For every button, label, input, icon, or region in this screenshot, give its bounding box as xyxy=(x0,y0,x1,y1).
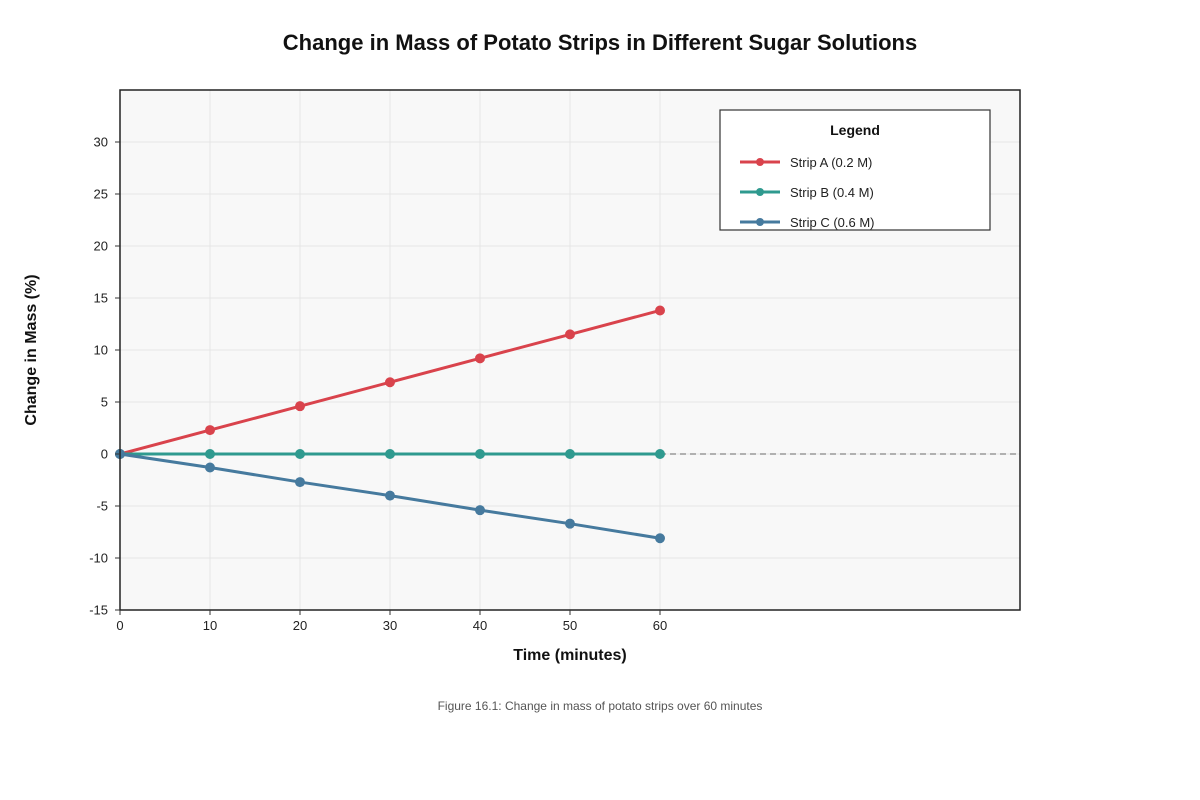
y-tick-label: 15 xyxy=(94,291,108,306)
data-point xyxy=(475,353,485,364)
legend-swatch-marker xyxy=(756,158,764,166)
x-tick-label: 50 xyxy=(563,618,577,633)
figure-caption: Figure 16.1: Change in mass of potato st… xyxy=(438,699,763,713)
data-point xyxy=(475,505,485,516)
data-point xyxy=(655,449,665,459)
y-axis-ticks: -15 -10 -5 0 5 10 15 20 25 30 xyxy=(89,135,120,618)
x-tick-label: 30 xyxy=(383,618,397,633)
data-point xyxy=(385,449,395,459)
y-axis-label: Change in Mass (%) xyxy=(23,274,40,425)
data-point xyxy=(385,490,395,501)
data-point xyxy=(565,329,575,340)
data-point xyxy=(655,533,665,544)
series-group xyxy=(115,305,665,544)
x-tick-label: 60 xyxy=(653,618,667,633)
legend-label: Strip C (0.6 M) xyxy=(790,215,875,230)
y-tick-label: 25 xyxy=(94,187,108,202)
x-axis-ticks: 0 10 20 30 40 50 60 xyxy=(116,610,667,633)
series-2 xyxy=(115,449,665,459)
data-point xyxy=(385,377,395,388)
data-point xyxy=(565,449,575,459)
x-tick-label: 0 xyxy=(116,618,123,633)
legend-entry: Strip A (0.2 M) xyxy=(740,155,872,170)
y-tick-label: 0 xyxy=(101,447,108,462)
legend-swatch-marker xyxy=(756,188,764,196)
y-tick-label: -15 xyxy=(89,603,108,618)
x-tick-label: 10 xyxy=(203,618,217,633)
y-tick-label: 20 xyxy=(94,239,108,254)
x-tick-label: 20 xyxy=(293,618,307,633)
data-point xyxy=(295,477,305,488)
legend-box xyxy=(719,109,991,231)
y-tick-label: -10 xyxy=(89,551,108,566)
y-tick-label: 30 xyxy=(94,135,108,150)
legend-swatch-marker xyxy=(756,218,764,226)
x-tick-label: 40 xyxy=(473,618,487,633)
y-tick-label: -5 xyxy=(96,499,108,514)
legend-title: Legend xyxy=(830,122,880,138)
chart-title: Change in Mass of Potato Strips in Diffe… xyxy=(283,30,917,55)
data-point xyxy=(295,401,305,412)
data-point xyxy=(655,305,665,316)
data-point xyxy=(475,449,485,459)
data-point xyxy=(205,462,215,473)
legend-label: Strip B (0.4 M) xyxy=(790,185,874,200)
legend-label: Strip A (0.2 M) xyxy=(790,155,872,170)
data-point xyxy=(205,449,215,459)
legend: Legend Strip A (0.2 M) Strip B (0.4 M) Str… xyxy=(719,109,991,231)
legend-entry: Strip C (0.6 M) xyxy=(740,215,875,230)
data-point xyxy=(565,518,575,529)
x-axis-label: Time (minutes) xyxy=(513,647,627,664)
data-point xyxy=(205,425,215,436)
legend-entry: Strip B (0.4 M) xyxy=(740,185,874,200)
y-tick-label: 5 xyxy=(101,395,108,410)
y-tick-label: 10 xyxy=(94,343,108,358)
data-point xyxy=(295,449,305,459)
